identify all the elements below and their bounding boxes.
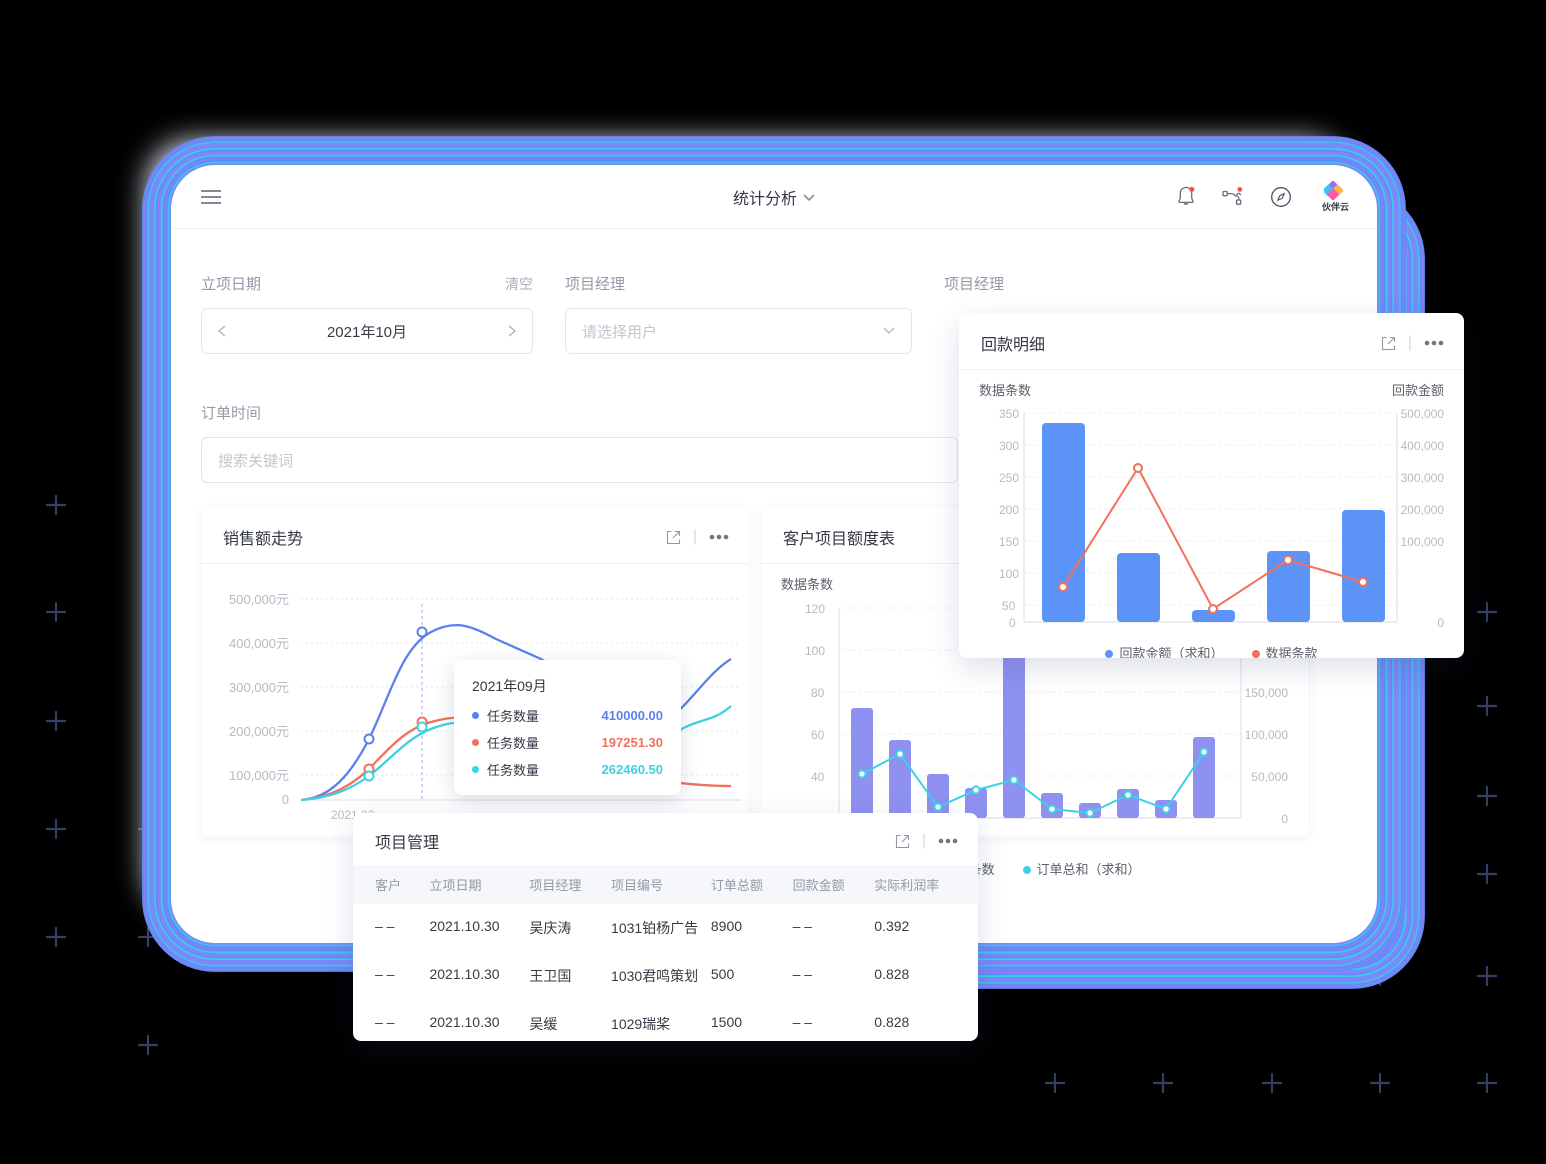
svg-text:200,000: 200,000 [1401, 503, 1444, 517]
svg-text:80: 80 [811, 686, 825, 700]
svg-text:300,000: 300,000 [1401, 471, 1444, 485]
svg-text:150,000: 150,000 [1245, 686, 1288, 700]
svg-text:60: 60 [811, 728, 825, 742]
svg-text:400,000元: 400,000元 [229, 636, 289, 651]
svg-text:100,000: 100,000 [1401, 535, 1444, 549]
svg-text:500,000元: 500,000元 [229, 592, 289, 607]
svg-text:400,000: 400,000 [1401, 439, 1444, 453]
svg-text:50: 50 [1002, 599, 1016, 613]
svg-text:200: 200 [999, 503, 1019, 517]
svg-text:120: 120 [805, 602, 825, 616]
svg-text:250: 250 [999, 471, 1019, 485]
svg-text:100: 100 [805, 644, 825, 658]
svg-text:0: 0 [1437, 616, 1444, 628]
svg-text:500,000: 500,000 [1401, 407, 1444, 421]
svg-text:150: 150 [999, 535, 1019, 549]
svg-text:0: 0 [1281, 812, 1288, 826]
svg-text:50,000: 50,000 [1251, 770, 1288, 784]
svg-text:300: 300 [999, 439, 1019, 453]
svg-text:100,000元: 100,000元 [229, 768, 289, 783]
svg-text:0: 0 [1009, 616, 1016, 628]
svg-text:300,000元: 300,000元 [229, 680, 289, 695]
svg-text:100: 100 [999, 567, 1019, 581]
svg-text:100,000: 100,000 [1245, 728, 1288, 742]
svg-text:200,000元: 200,000元 [229, 724, 289, 739]
svg-text:350: 350 [999, 407, 1019, 421]
svg-text:0: 0 [282, 792, 289, 807]
svg-text:40: 40 [811, 770, 825, 784]
